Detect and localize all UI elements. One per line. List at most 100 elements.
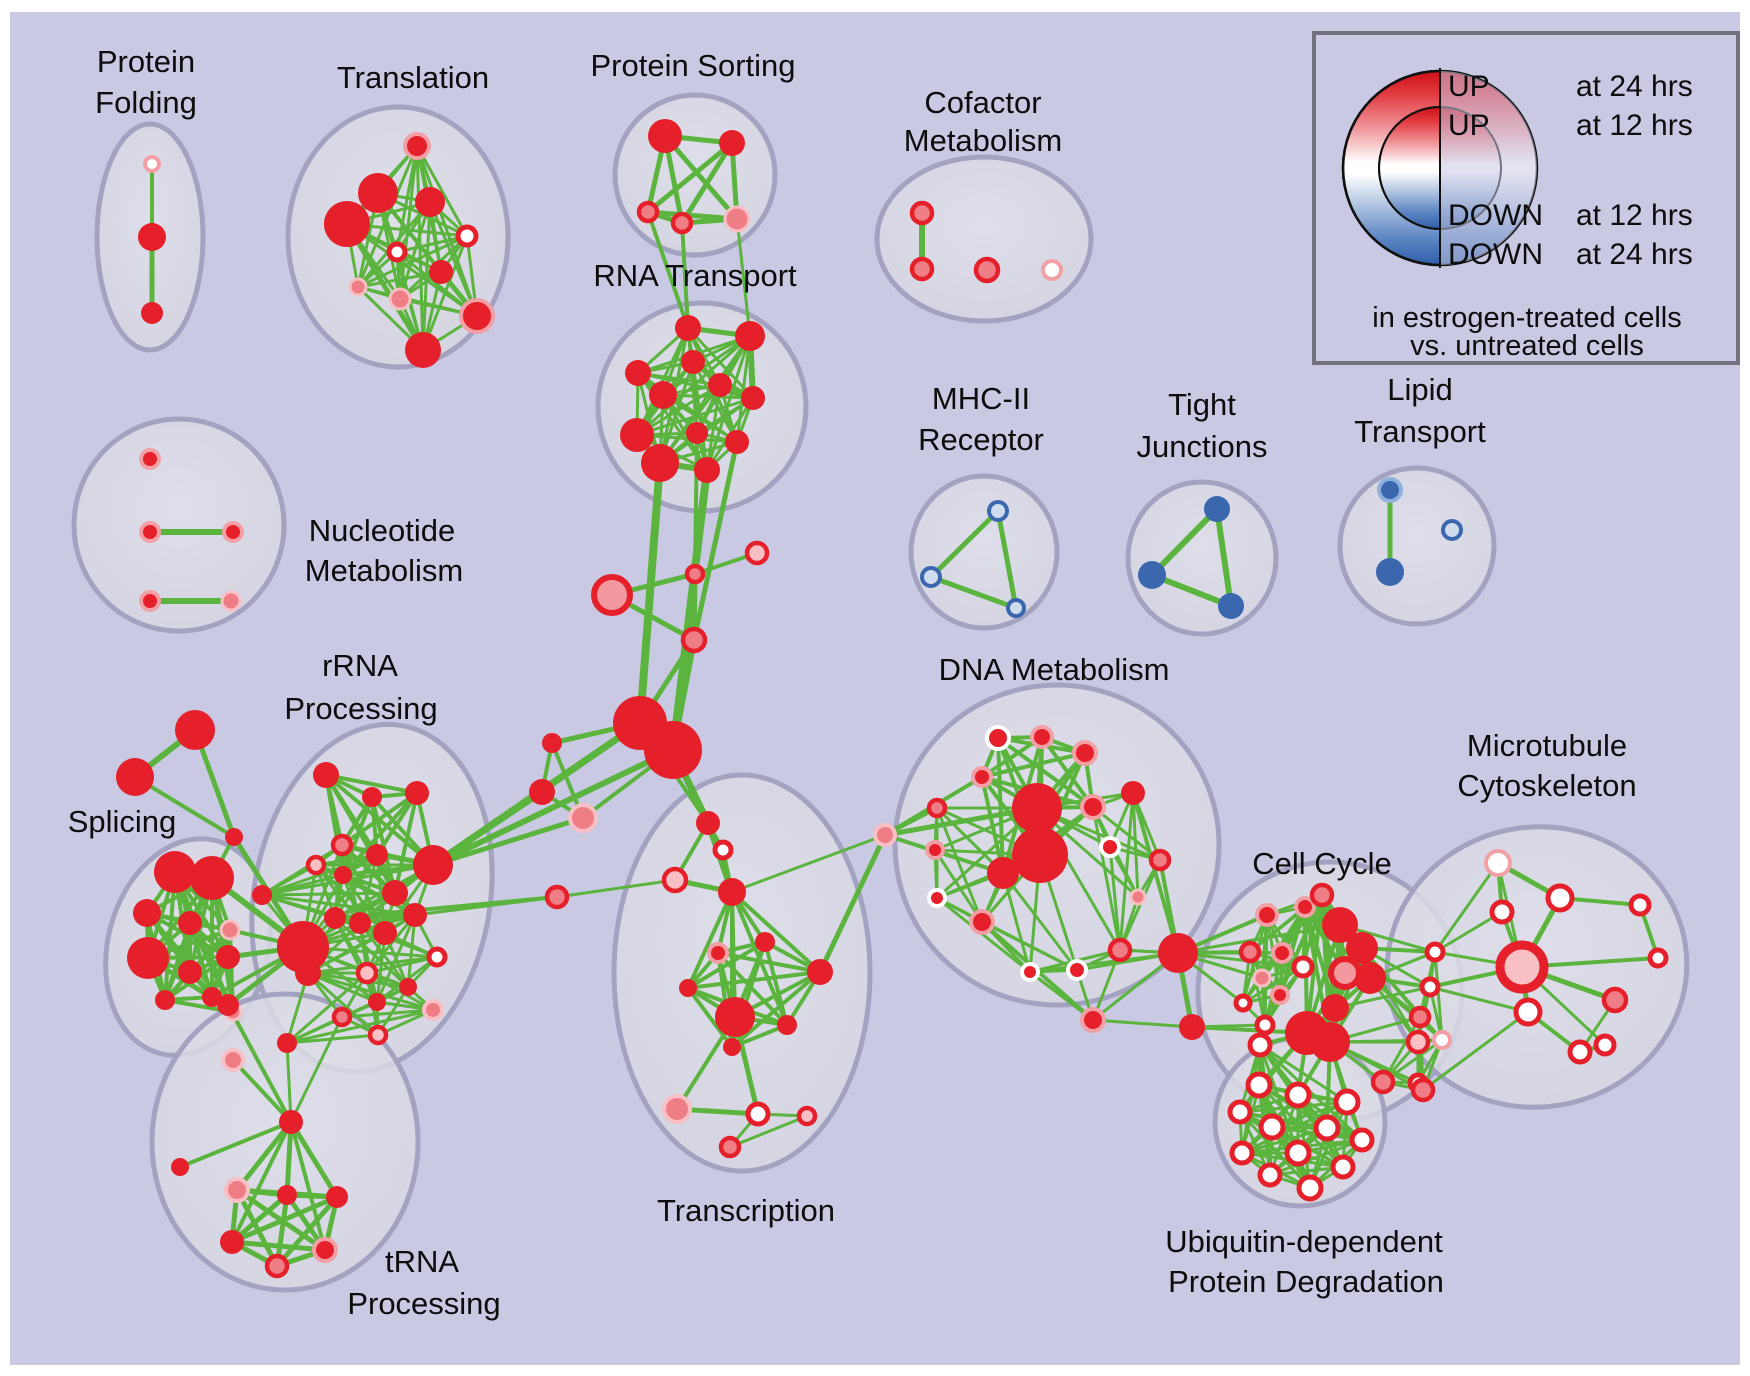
network-edge <box>428 200 479 318</box>
network-edge <box>1433 950 1444 1042</box>
cluster-label-nucleotide-metabolism-1: Metabolism <box>305 553 464 588</box>
network-edge <box>730 890 822 974</box>
cluster-ellipse-cofactor-metabolism <box>874 154 1094 324</box>
network-node-120 <box>1020 962 1040 982</box>
cluster-label-protein-folding-1: Folding <box>95 85 197 120</box>
network-node-21 <box>681 350 705 374</box>
network-edge <box>735 334 752 444</box>
cluster-label-cell-cycle-0: Cell Cycle <box>1252 846 1392 881</box>
network-node-136 <box>1322 907 1358 943</box>
network-edge <box>980 920 1079 972</box>
network-node-54 <box>155 990 175 1010</box>
network-node-134 <box>1233 993 1253 1013</box>
network-edge <box>430 815 586 868</box>
network-node-165 <box>1258 1113 1286 1141</box>
network-node-186 <box>1376 558 1404 586</box>
network-node-20 <box>735 321 765 351</box>
network-edge <box>356 270 443 289</box>
network-node-94 <box>755 932 775 952</box>
cluster-label-translation-0: Translation <box>337 60 489 95</box>
network-node-32 <box>744 540 770 566</box>
network-node-11 <box>388 287 412 311</box>
cluster-label-splicing-0: Splicing <box>68 804 177 839</box>
network-node-23 <box>708 373 732 397</box>
network-node-168 <box>1313 1114 1341 1142</box>
network-edge <box>882 805 1040 838</box>
network-edge <box>234 1119 294 1193</box>
network-node-33 <box>591 574 633 616</box>
network-node-50 <box>178 960 202 984</box>
network-edge <box>686 890 734 990</box>
network-node-58 <box>330 833 354 857</box>
network-node-157 <box>1601 986 1629 1014</box>
network-edge <box>375 791 419 857</box>
network-edge <box>693 431 699 576</box>
cluster-label-nucleotide-metabolism-0: Nucleotide <box>309 513 455 548</box>
network-edge <box>1268 1138 1364 1177</box>
cluster-ellipse-tight-junctions <box>1125 479 1279 637</box>
network-node-41 <box>175 710 215 750</box>
network-edge <box>1421 1010 1530 1092</box>
network-node-131 <box>1291 955 1315 979</box>
network-edge <box>1131 791 1180 955</box>
network-edge <box>669 466 711 754</box>
network-node-124 <box>1158 933 1198 973</box>
network-edge <box>289 1015 344 1124</box>
network-edge <box>686 970 822 990</box>
network-node-93 <box>707 942 729 964</box>
cluster-ellipse-mhc-ii-receptor <box>908 473 1060 631</box>
network-node-164 <box>1227 1099 1253 1125</box>
network-node-175 <box>909 200 935 226</box>
legend-outer-left-arc <box>1341 69 1441 267</box>
network-node-95 <box>679 979 697 997</box>
network-edge <box>1001 871 1032 974</box>
network-node-81 <box>279 1110 303 1134</box>
cluster-label-tight-junctions-1: Junctions <box>1137 429 1268 464</box>
network-node-19 <box>675 315 701 341</box>
network-edge <box>928 574 1019 611</box>
network-node-55 <box>313 762 339 788</box>
network-node-122 <box>1107 937 1133 963</box>
cluster-label-protein-sorting-0: Protein Sorting <box>590 48 795 83</box>
network-edge <box>430 747 676 868</box>
network-node-86 <box>220 1230 244 1254</box>
cluster-label-protein-folding-0: Protein <box>97 44 195 79</box>
network-node-25 <box>741 386 765 410</box>
network-node-9 <box>429 260 453 284</box>
network-node-12 <box>459 298 495 334</box>
network-node-18 <box>723 205 751 233</box>
network-node-184 <box>1218 593 1244 619</box>
network-edge <box>1001 871 1079 972</box>
network-edge <box>730 833 887 894</box>
network-edge <box>358 921 410 989</box>
network-node-104 <box>873 823 897 847</box>
network-node-2 <box>141 302 163 324</box>
network-node-17 <box>670 211 694 235</box>
legend-time-2: at 12 hrs <box>1576 199 1693 232</box>
network-edge <box>995 508 1019 611</box>
network-node-3 <box>403 132 431 160</box>
cluster-label-rrna-processing-1: Processing <box>284 691 437 726</box>
network-node-135 <box>1254 1014 1276 1036</box>
network-node-117 <box>925 840 945 860</box>
network-node-88 <box>264 1253 290 1279</box>
network-node-173 <box>1296 1174 1324 1202</box>
network-node-48 <box>219 919 241 941</box>
cluster-label-trna-processing-0: tRNA <box>385 1244 459 1279</box>
network-node-133 <box>1270 985 1290 1005</box>
network-node-127 <box>1294 896 1316 918</box>
network-node-108 <box>1121 781 1145 805</box>
network-edge <box>285 1041 293 1124</box>
network-node-114 <box>987 857 1019 889</box>
network-edge <box>1433 910 1504 954</box>
network-edge <box>735 217 752 338</box>
network-node-143 <box>1424 941 1446 963</box>
network-edge <box>555 878 677 899</box>
network-node-115 <box>1099 836 1121 858</box>
cluster-ellipse-lipid-transport <box>1337 465 1497 627</box>
network-edge <box>1108 845 1122 952</box>
network-edge <box>933 848 984 924</box>
network-node-163 <box>1245 1071 1273 1099</box>
network-edge <box>1214 506 1234 609</box>
network-edge <box>935 896 1032 974</box>
